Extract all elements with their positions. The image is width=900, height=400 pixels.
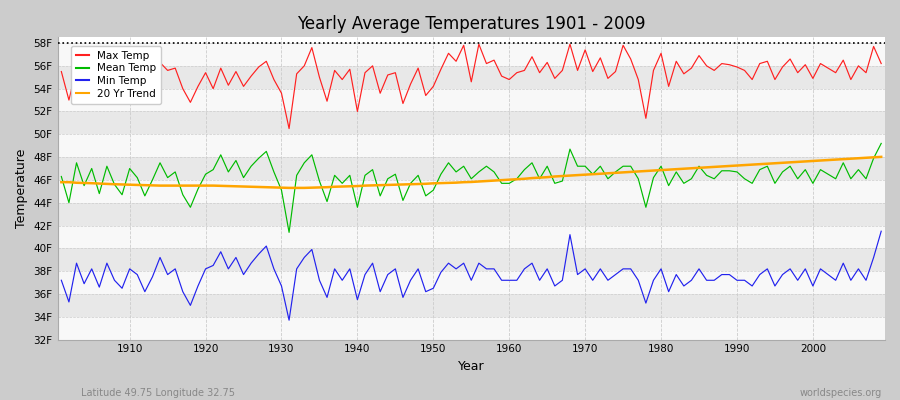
Bar <box>58 248 885 271</box>
Bar <box>58 271 885 294</box>
X-axis label: Year: Year <box>458 360 484 373</box>
Bar <box>58 89 885 112</box>
Text: worldspecies.org: worldspecies.org <box>800 388 882 398</box>
Bar <box>58 66 885 89</box>
Bar <box>58 157 885 180</box>
Bar <box>58 226 885 248</box>
Bar <box>58 180 885 203</box>
Text: Latitude 49.75 Longitude 32.75: Latitude 49.75 Longitude 32.75 <box>81 388 235 398</box>
Bar <box>58 317 885 340</box>
Bar <box>58 43 885 66</box>
Bar <box>58 112 885 134</box>
Title: Yearly Average Temperatures 1901 - 2009: Yearly Average Temperatures 1901 - 2009 <box>297 15 645 33</box>
Bar <box>58 203 885 226</box>
Legend: Max Temp, Mean Temp, Min Temp, 20 Yr Trend: Max Temp, Mean Temp, Min Temp, 20 Yr Tre… <box>71 46 161 104</box>
Y-axis label: Temperature: Temperature <box>15 149 28 228</box>
Bar <box>58 294 885 317</box>
Bar <box>58 134 885 157</box>
